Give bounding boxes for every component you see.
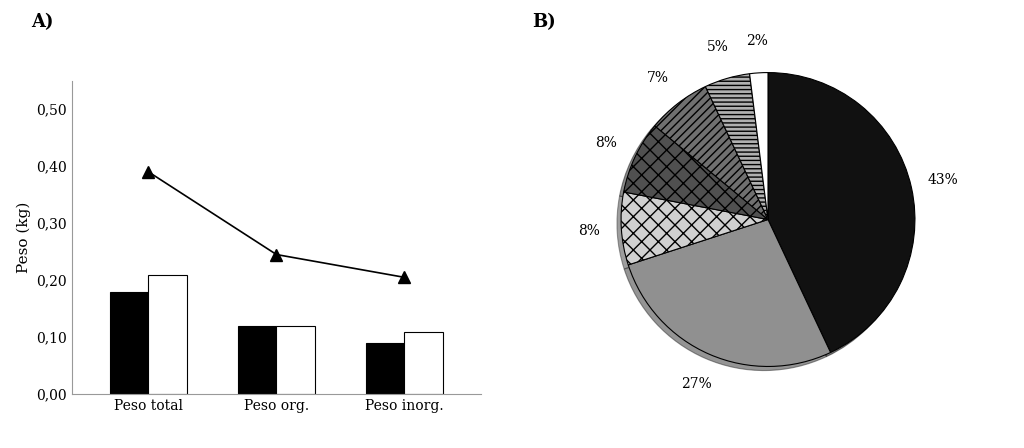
Line: Peso Total: Peso Total xyxy=(143,166,410,283)
Wedge shape xyxy=(750,73,768,220)
Wedge shape xyxy=(706,74,768,220)
Peso Total xyxy=(270,252,283,257)
Bar xyxy=(404,332,442,394)
Text: 5%: 5% xyxy=(707,40,729,54)
Text: B): B) xyxy=(532,13,556,31)
Wedge shape xyxy=(629,220,830,366)
Text: A): A) xyxy=(31,13,53,31)
Wedge shape xyxy=(622,192,768,265)
Bar xyxy=(367,343,404,394)
Bar xyxy=(148,275,186,394)
Peso Total xyxy=(142,169,155,175)
Text: 8%: 8% xyxy=(579,224,600,238)
Wedge shape xyxy=(768,73,914,353)
Bar xyxy=(276,326,315,394)
Wedge shape xyxy=(654,86,768,220)
Peso Total xyxy=(398,275,411,280)
Text: 2%: 2% xyxy=(745,34,768,47)
Wedge shape xyxy=(624,126,768,220)
Text: 43%: 43% xyxy=(928,173,958,187)
Bar xyxy=(111,292,148,394)
Y-axis label: Peso (kg): Peso (kg) xyxy=(16,202,31,273)
Text: 27%: 27% xyxy=(681,377,712,391)
Text: 8%: 8% xyxy=(595,136,616,150)
Text: 7%: 7% xyxy=(647,71,669,85)
Bar xyxy=(238,326,276,394)
